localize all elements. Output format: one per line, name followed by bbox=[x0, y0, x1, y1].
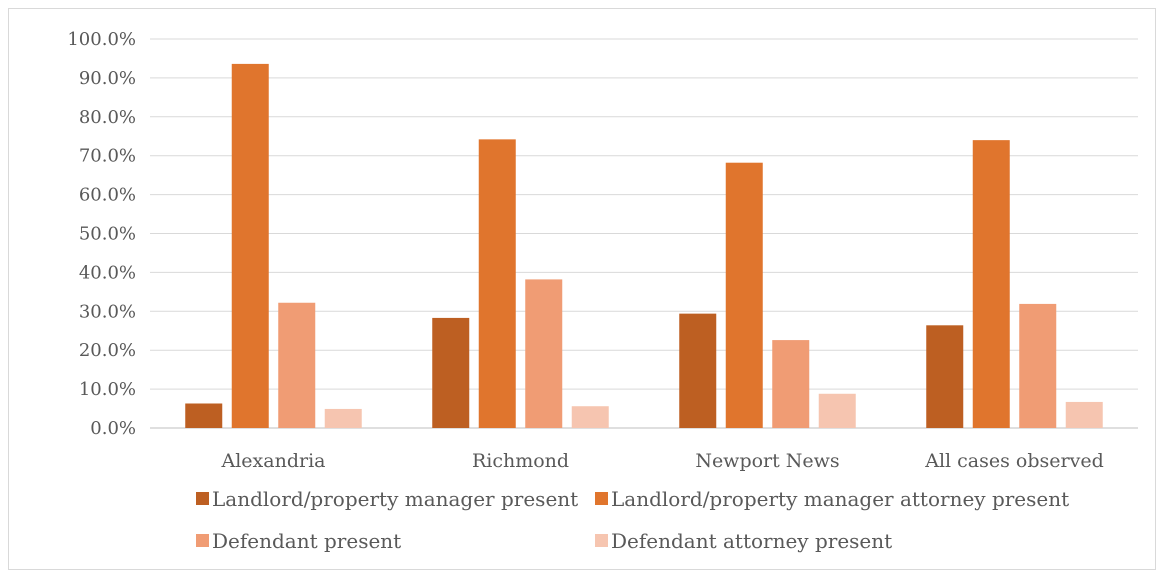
legend-label: Defendant present bbox=[212, 529, 401, 553]
bar bbox=[725, 162, 763, 428]
category-label: All cases observed bbox=[924, 450, 1104, 472]
bar bbox=[571, 406, 609, 428]
bar bbox=[926, 325, 964, 428]
bar bbox=[1019, 303, 1057, 428]
legend-label: Landlord/property manager present bbox=[212, 487, 578, 511]
y-tick-label: 50.0% bbox=[79, 224, 136, 245]
bar bbox=[185, 403, 223, 428]
legend-swatch bbox=[196, 492, 209, 505]
category-label: Richmond bbox=[472, 450, 569, 472]
y-tick-label: 90.0% bbox=[79, 68, 136, 89]
bar bbox=[278, 302, 316, 428]
y-tick-label: 30.0% bbox=[79, 301, 136, 322]
bar bbox=[679, 313, 717, 428]
bar bbox=[478, 139, 516, 428]
category-label: Alexandria bbox=[221, 450, 326, 472]
chart-frame bbox=[8, 8, 1156, 570]
legend-swatch bbox=[595, 534, 608, 547]
bar bbox=[972, 140, 1010, 428]
y-tick-label: 80.0% bbox=[79, 107, 136, 128]
y-tick-label: 100.0% bbox=[67, 29, 136, 50]
category-label: Newport News bbox=[695, 450, 839, 472]
legend-swatch bbox=[595, 492, 608, 505]
bar bbox=[525, 279, 563, 428]
y-tick-label: 20.0% bbox=[79, 340, 136, 361]
bar bbox=[324, 408, 362, 428]
bar bbox=[818, 393, 856, 428]
bar bbox=[231, 63, 269, 429]
y-tick-label: 60.0% bbox=[79, 185, 136, 206]
bar bbox=[1065, 401, 1103, 428]
legend-label: Defendant attorney present bbox=[611, 529, 892, 553]
legend-label: Landlord/property manager attorney prese… bbox=[611, 487, 1069, 511]
y-tick-label: 70.0% bbox=[79, 146, 136, 167]
y-tick-label: 40.0% bbox=[79, 262, 136, 283]
legend-swatch bbox=[196, 534, 209, 547]
bar bbox=[432, 317, 470, 428]
y-tick-label: 0.0% bbox=[90, 418, 136, 439]
bar bbox=[772, 340, 810, 428]
y-tick-label: 10.0% bbox=[79, 379, 136, 400]
